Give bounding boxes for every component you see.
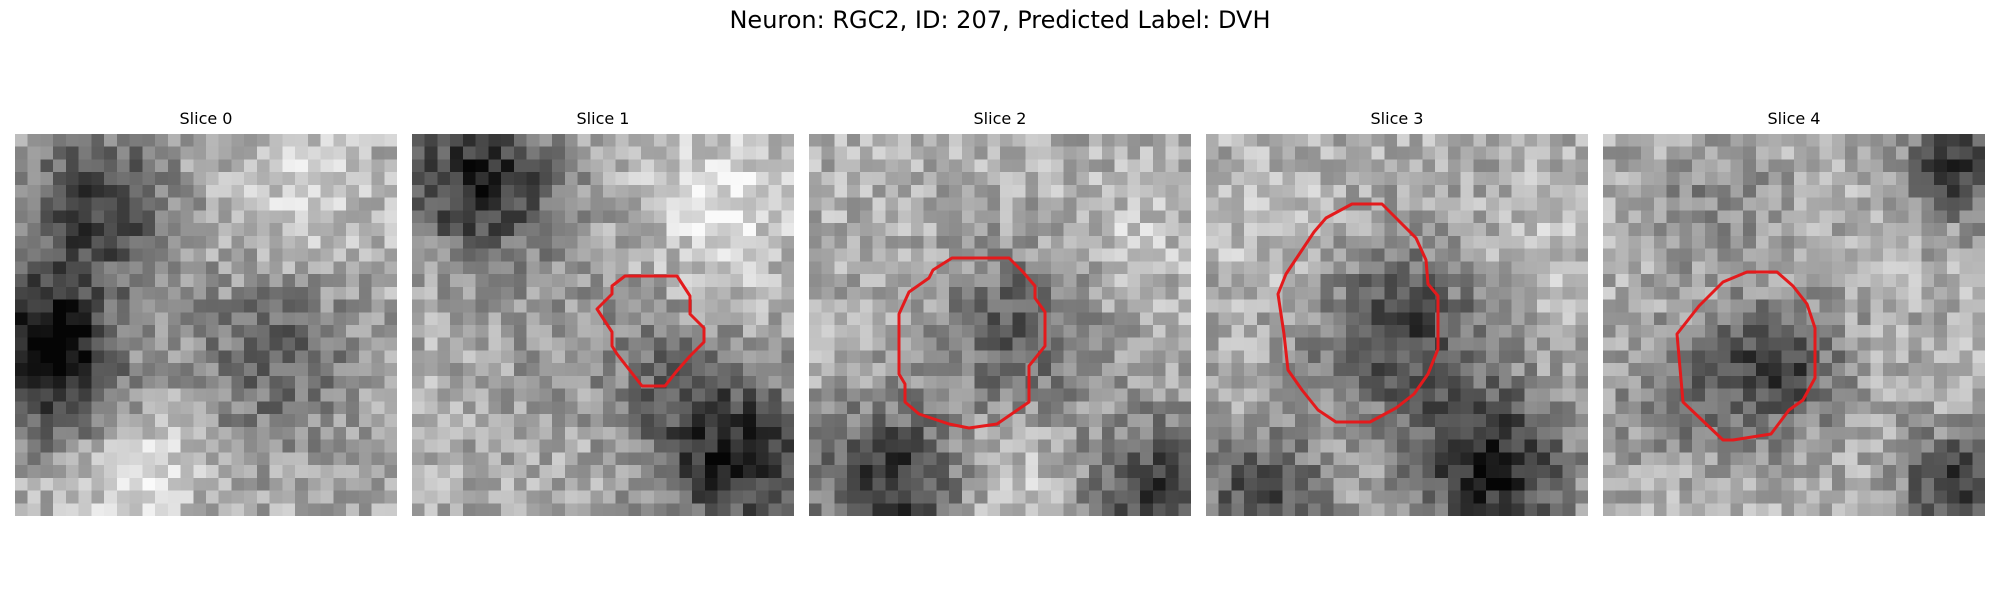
slice-panel-3: Slice 3 (1206, 108, 1588, 516)
slice-title-2: Slice 2 (973, 109, 1027, 128)
slice-title-4: Slice 4 (1767, 109, 1821, 128)
slice-title-0: Slice 0 (179, 109, 233, 128)
slice-image-4 (1603, 134, 1985, 516)
roi-contour-1 (595, 274, 706, 388)
roi-contour-4 (1675, 270, 1817, 442)
slice-image-3 (1206, 134, 1588, 516)
figure-title: Neuron: RGC2, ID: 207, Predicted Label: … (729, 6, 1271, 34)
slice-title-3: Slice 3 (1370, 109, 1424, 128)
slice-panel-1: Slice 1 (412, 108, 794, 516)
roi-contour-3 (1276, 202, 1440, 424)
slice-title-1: Slice 1 (576, 109, 630, 128)
slice-image-2 (809, 134, 1191, 516)
slice-image-1 (412, 134, 794, 516)
roi-contour-2 (897, 256, 1047, 430)
slice-panel-0: Slice 0 (15, 108, 397, 516)
slice-panel-4: Slice 4 (1603, 108, 1985, 516)
slice-image-0 (15, 134, 397, 516)
slice-panel-2: Slice 2 (809, 108, 1191, 516)
